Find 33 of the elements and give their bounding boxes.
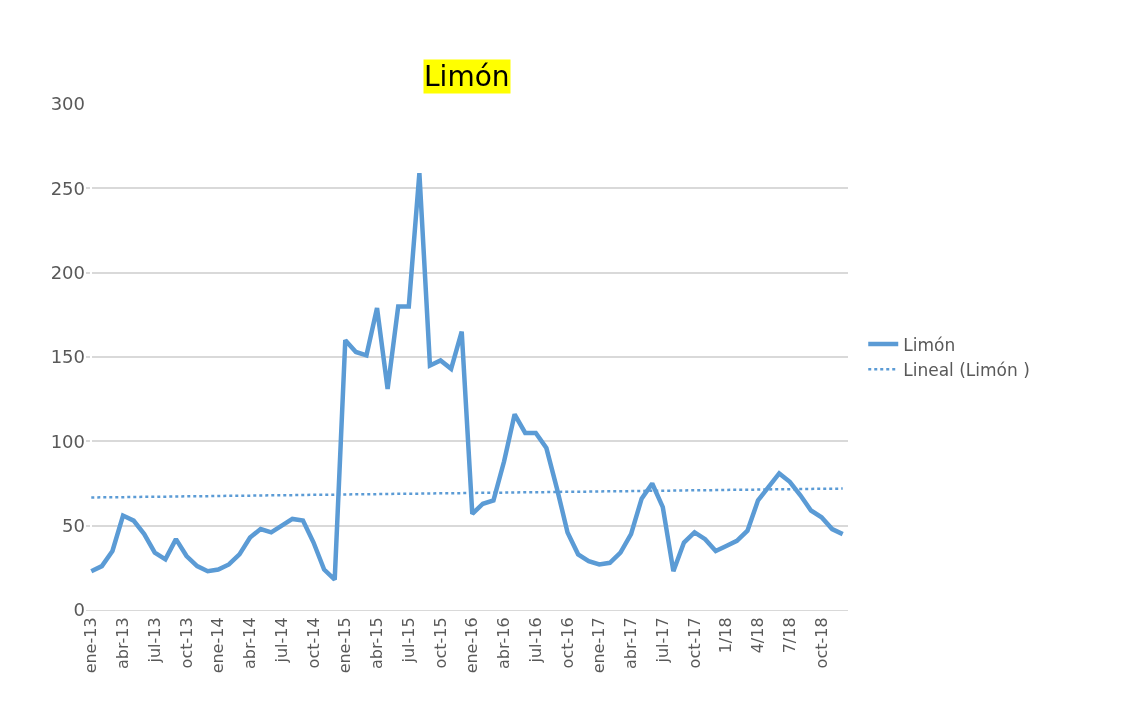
legend-label: Limón — [903, 334, 956, 355]
x-tick-label: oct-18 — [811, 617, 831, 669]
y-tick-label: 250 — [50, 177, 85, 199]
line-series — [89, 170, 845, 582]
legend-label: Lineal (Limón ) — [903, 359, 1030, 380]
chart-title: Limón — [424, 60, 510, 93]
y-tick-label: 300 — [50, 93, 85, 115]
x-tick-label: abr-13 — [113, 617, 133, 670]
x-tick-label: oct-13 — [176, 617, 196, 669]
y-tick-label: 50 — [62, 514, 85, 536]
x-tick-label: jul-17 — [652, 617, 672, 664]
x-tick-label: abr-17 — [621, 617, 641, 670]
x-tick-label: oct-15 — [430, 617, 450, 669]
x-tick-label: 1/18 — [716, 617, 736, 654]
x-tick-label: jul-15 — [398, 617, 418, 664]
x-tick-label: 4/18 — [748, 617, 768, 654]
x-tick-label: 7/18 — [779, 617, 799, 654]
x-tick-label: jul-14 — [271, 617, 291, 664]
x-tick-label: oct-17 — [684, 617, 704, 669]
x-tick-label: abr-15 — [367, 617, 387, 670]
y-tick-label: 150 — [50, 346, 85, 368]
x-tick-label: ene-14 — [208, 617, 228, 674]
x-tick-label: jul-16 — [525, 617, 545, 664]
y-tick-label: 200 — [50, 261, 85, 283]
x-tick-label: oct-14 — [303, 617, 323, 669]
x-tick-label: oct-16 — [557, 617, 577, 669]
x-tick-label: abr-14 — [240, 617, 260, 670]
x-tick-label: jul-13 — [144, 617, 164, 664]
x-tick-label: ene-16 — [462, 617, 482, 674]
x-tick-label: ene-17 — [589, 617, 609, 674]
x-tick-label: ene-15 — [335, 617, 355, 674]
x-tick-label: abr-16 — [494, 617, 514, 670]
y-tick-label: 100 — [50, 430, 85, 452]
